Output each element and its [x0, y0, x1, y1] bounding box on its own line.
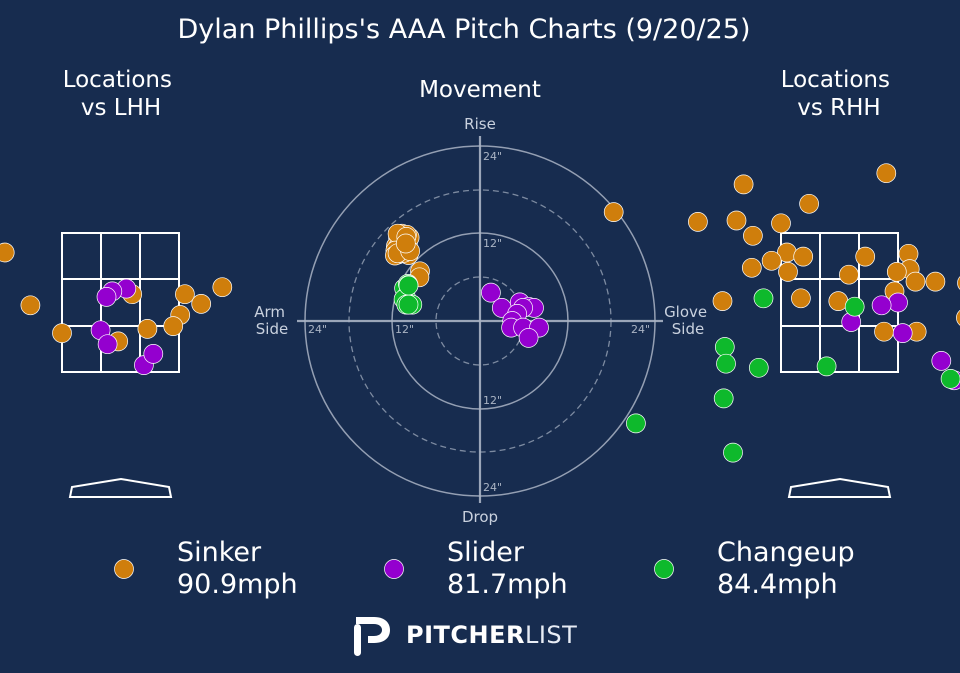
lhh-location-point-slider — [97, 334, 118, 355]
logo-text-light: LIST — [524, 621, 578, 649]
rhh-location-point-changeup — [753, 288, 774, 309]
lhh-location-points — [0, 242, 233, 375]
rhh-location-point-sinker — [726, 210, 747, 231]
lhh-location-point-sinker — [191, 294, 212, 314]
movement-point-changeup — [398, 294, 419, 315]
rhh-location-point-sinker — [778, 262, 798, 282]
rhh-location-point-sinker — [771, 213, 791, 234]
legend-slider-name: Slider — [447, 537, 525, 568]
lhh-location-point-sinker — [20, 295, 41, 316]
movement-point-slider — [481, 282, 501, 303]
pitcherlist-logo: PITCHERLIST — [352, 612, 577, 658]
legend-changeup-velo: 84.4mph — [717, 569, 838, 600]
ring-label-left-outer: 24" — [308, 323, 327, 336]
movement-points — [385, 223, 549, 348]
lhh-panel-title-line2: vs LHH — [81, 95, 161, 121]
rhh-location-point-sinker — [688, 212, 708, 232]
rhh-location-point-changeup — [716, 353, 736, 374]
lhh-location-point-slider — [96, 287, 117, 307]
movement-label-drop: Drop — [462, 508, 498, 526]
rhh-location-point-sinker — [876, 163, 897, 184]
movement-label-arm-side: Arm Side — [254, 303, 290, 338]
legend-slider-velo: 81.7mph — [447, 569, 568, 600]
lhh-location-point-sinker — [137, 319, 158, 339]
ring-label-top-outer: 24" — [483, 150, 502, 163]
movement-label-glove-side: Glove Side — [664, 303, 712, 338]
lhh-location-point-sinker — [175, 284, 195, 305]
rhh-location-points — [603, 163, 960, 463]
lhh-home-plate — [68, 477, 173, 498]
rhh-location-point-slider — [931, 351, 952, 371]
legend-changeup-name: Changeup — [717, 537, 855, 568]
lhh-location-point-sinker — [163, 316, 184, 336]
rhh-location-point-sinker — [956, 309, 960, 326]
legend-sinker-name: Sinker — [177, 537, 262, 568]
rhh-location-point-sinker — [839, 264, 859, 285]
rhh-location-point-slider — [892, 323, 913, 343]
rhh-location-point-sinker — [761, 250, 782, 271]
rhh-location-point-changeup — [748, 357, 769, 378]
rhh-location-point-sinker — [712, 291, 733, 311]
movement-label-arm-side-word: Side — [256, 320, 288, 338]
movement-label-arm: Arm — [254, 303, 285, 321]
rhh-location-point-changeup — [713, 388, 734, 409]
rhh-location-point-sinker — [905, 271, 926, 292]
chart-title: Dylan Phillips's AAA Pitch Charts (9/20/… — [178, 14, 751, 45]
rhh-location-point-slider — [871, 295, 892, 316]
rhh-location-point-sinker — [743, 225, 763, 246]
rhh-location-point-sinker — [741, 257, 762, 278]
ring-label-bottom-inner: 12" — [483, 394, 502, 407]
rhh-location-point-sinker — [793, 246, 814, 267]
movement-label-glove-side-word: Side — [672, 320, 704, 338]
legend-sinker-velo: 90.9mph — [177, 569, 298, 600]
logo-text-bold: PITCHER — [406, 621, 525, 649]
rhh-location-point-sinker — [733, 174, 754, 195]
legend-slider-dot — [384, 559, 404, 579]
rhh-panel-title-line1: Locations — [781, 67, 890, 93]
lhh-location-point-sinker — [0, 242, 15, 263]
ring-label-left-inner: 12" — [395, 323, 414, 336]
rhh-location-point-sinker — [791, 288, 811, 309]
rhh-location-point-changeup — [844, 296, 865, 317]
lhh-location-point-sinker — [52, 323, 72, 343]
movement-panel-title: Movement — [419, 77, 541, 103]
ring-label-top-inner: 12" — [483, 237, 502, 250]
ring-label-bottom-outer: 24" — [483, 481, 502, 494]
rhh-home-plate — [787, 477, 892, 498]
rhh-location-point-slider — [888, 292, 908, 313]
lhh-panel-title-line1: Locations — [63, 67, 172, 93]
legend: Sinker 90.9mph Slider 81.7mph Changeup 8… — [114, 537, 855, 600]
rhh-location-point-sinker — [886, 262, 907, 282]
lhh-location-point-slider — [143, 344, 164, 364]
rhh-location-point-sinker — [855, 246, 876, 267]
movement-point-slider — [518, 328, 539, 348]
legend-sinker-dot — [114, 559, 134, 579]
movement-grid — [297, 136, 663, 503]
movement-point-sinker — [395, 233, 416, 254]
movement-label-rise: Rise — [464, 115, 496, 133]
rhh-location-point-changeup — [940, 369, 960, 389]
movement-point-changeup — [398, 275, 419, 296]
rhh-panel-title: Locations vs RHH — [781, 67, 898, 121]
rhh-location-point-changeup — [626, 413, 646, 434]
rhh-location-point-changeup — [723, 442, 743, 463]
legend-changeup-dot — [654, 559, 674, 579]
rhh-location-point-sinker — [603, 202, 624, 222]
movement-label-glove: Glove — [664, 303, 707, 321]
rhh-panel-title-line2: vs RHH — [797, 95, 880, 121]
pitcherlist-p-icon — [354, 617, 390, 656]
lhh-panel-title: Locations vs LHH — [63, 67, 180, 121]
rhh-location-point-sinker — [957, 276, 960, 290]
rhh-location-point-changeup — [816, 356, 837, 377]
rhh-location-point-sinker — [925, 271, 946, 292]
ring-label-right-outer: 24" — [631, 323, 650, 336]
rhh-location-point-sinker — [874, 321, 894, 342]
rhh-location-point-changeup — [714, 337, 735, 357]
rhh-location-point-sinker — [799, 193, 819, 214]
lhh-location-point-sinker — [212, 277, 233, 298]
